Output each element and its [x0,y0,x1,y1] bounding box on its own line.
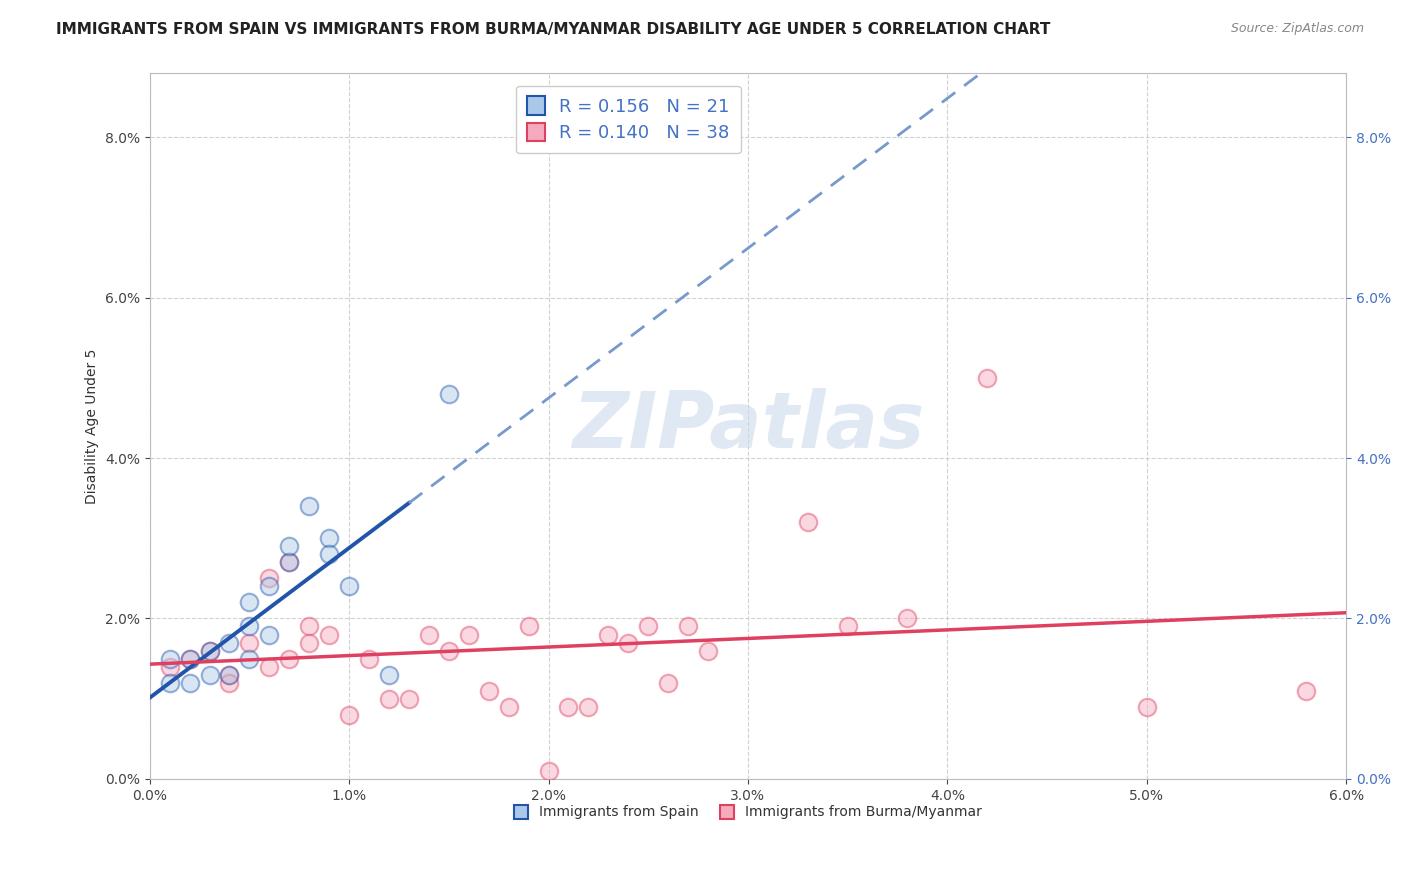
Point [676,619,699,633]
Point [198,667,221,681]
Point [357,651,380,665]
Point [318,547,340,561]
Point [259,659,281,673]
Point [576,699,599,714]
Point [437,643,460,657]
Point [198,643,221,657]
Point [298,619,321,633]
Point [159,659,181,673]
Text: IMMIGRANTS FROM SPAIN VS IMMIGRANTS FROM BURMA/MYANMAR DISABILITY AGE UNDER 5 CO: IMMIGRANTS FROM SPAIN VS IMMIGRANTS FROM… [56,22,1050,37]
Point [318,531,340,545]
Point [298,635,321,649]
Point [837,619,859,633]
Point [797,515,820,529]
Point [218,635,240,649]
Point [259,579,281,593]
Point [179,651,201,665]
Point [976,371,998,385]
Point [418,627,440,641]
Point [298,499,321,513]
Point [657,675,679,690]
Point [238,635,260,649]
Point [238,619,260,633]
Point [617,635,640,649]
Point [437,387,460,401]
Point [498,699,520,714]
Y-axis label: Disability Age Under 5: Disability Age Under 5 [86,348,100,504]
Point [398,691,420,706]
Point [637,619,659,633]
Point [179,675,201,690]
Point [378,691,401,706]
Point [557,699,579,714]
Point [537,764,560,778]
Point [517,619,540,633]
Point [478,683,501,698]
Point [896,611,918,625]
Point [1136,699,1159,714]
Point [318,627,340,641]
Point [159,651,181,665]
Point [278,651,301,665]
Point [179,651,201,665]
Point [457,627,479,641]
Text: Source: ZipAtlas.com: Source: ZipAtlas.com [1230,22,1364,36]
Point [598,627,620,641]
Point [238,595,260,609]
Text: ZIPatlas: ZIPatlas [572,388,924,464]
Point [278,539,301,553]
Point [259,571,281,585]
Point [218,667,240,681]
Point [238,651,260,665]
Point [278,555,301,569]
Point [337,707,360,722]
Point [1295,683,1317,698]
Point [378,667,401,681]
Point [218,667,240,681]
Point [337,579,360,593]
Point [697,643,720,657]
Point [198,643,221,657]
Legend: Immigrants from Spain, Immigrants from Burma/Myanmar: Immigrants from Spain, Immigrants from B… [509,799,987,825]
Point [259,627,281,641]
Point [278,555,301,569]
Point [218,675,240,690]
Point [159,675,181,690]
